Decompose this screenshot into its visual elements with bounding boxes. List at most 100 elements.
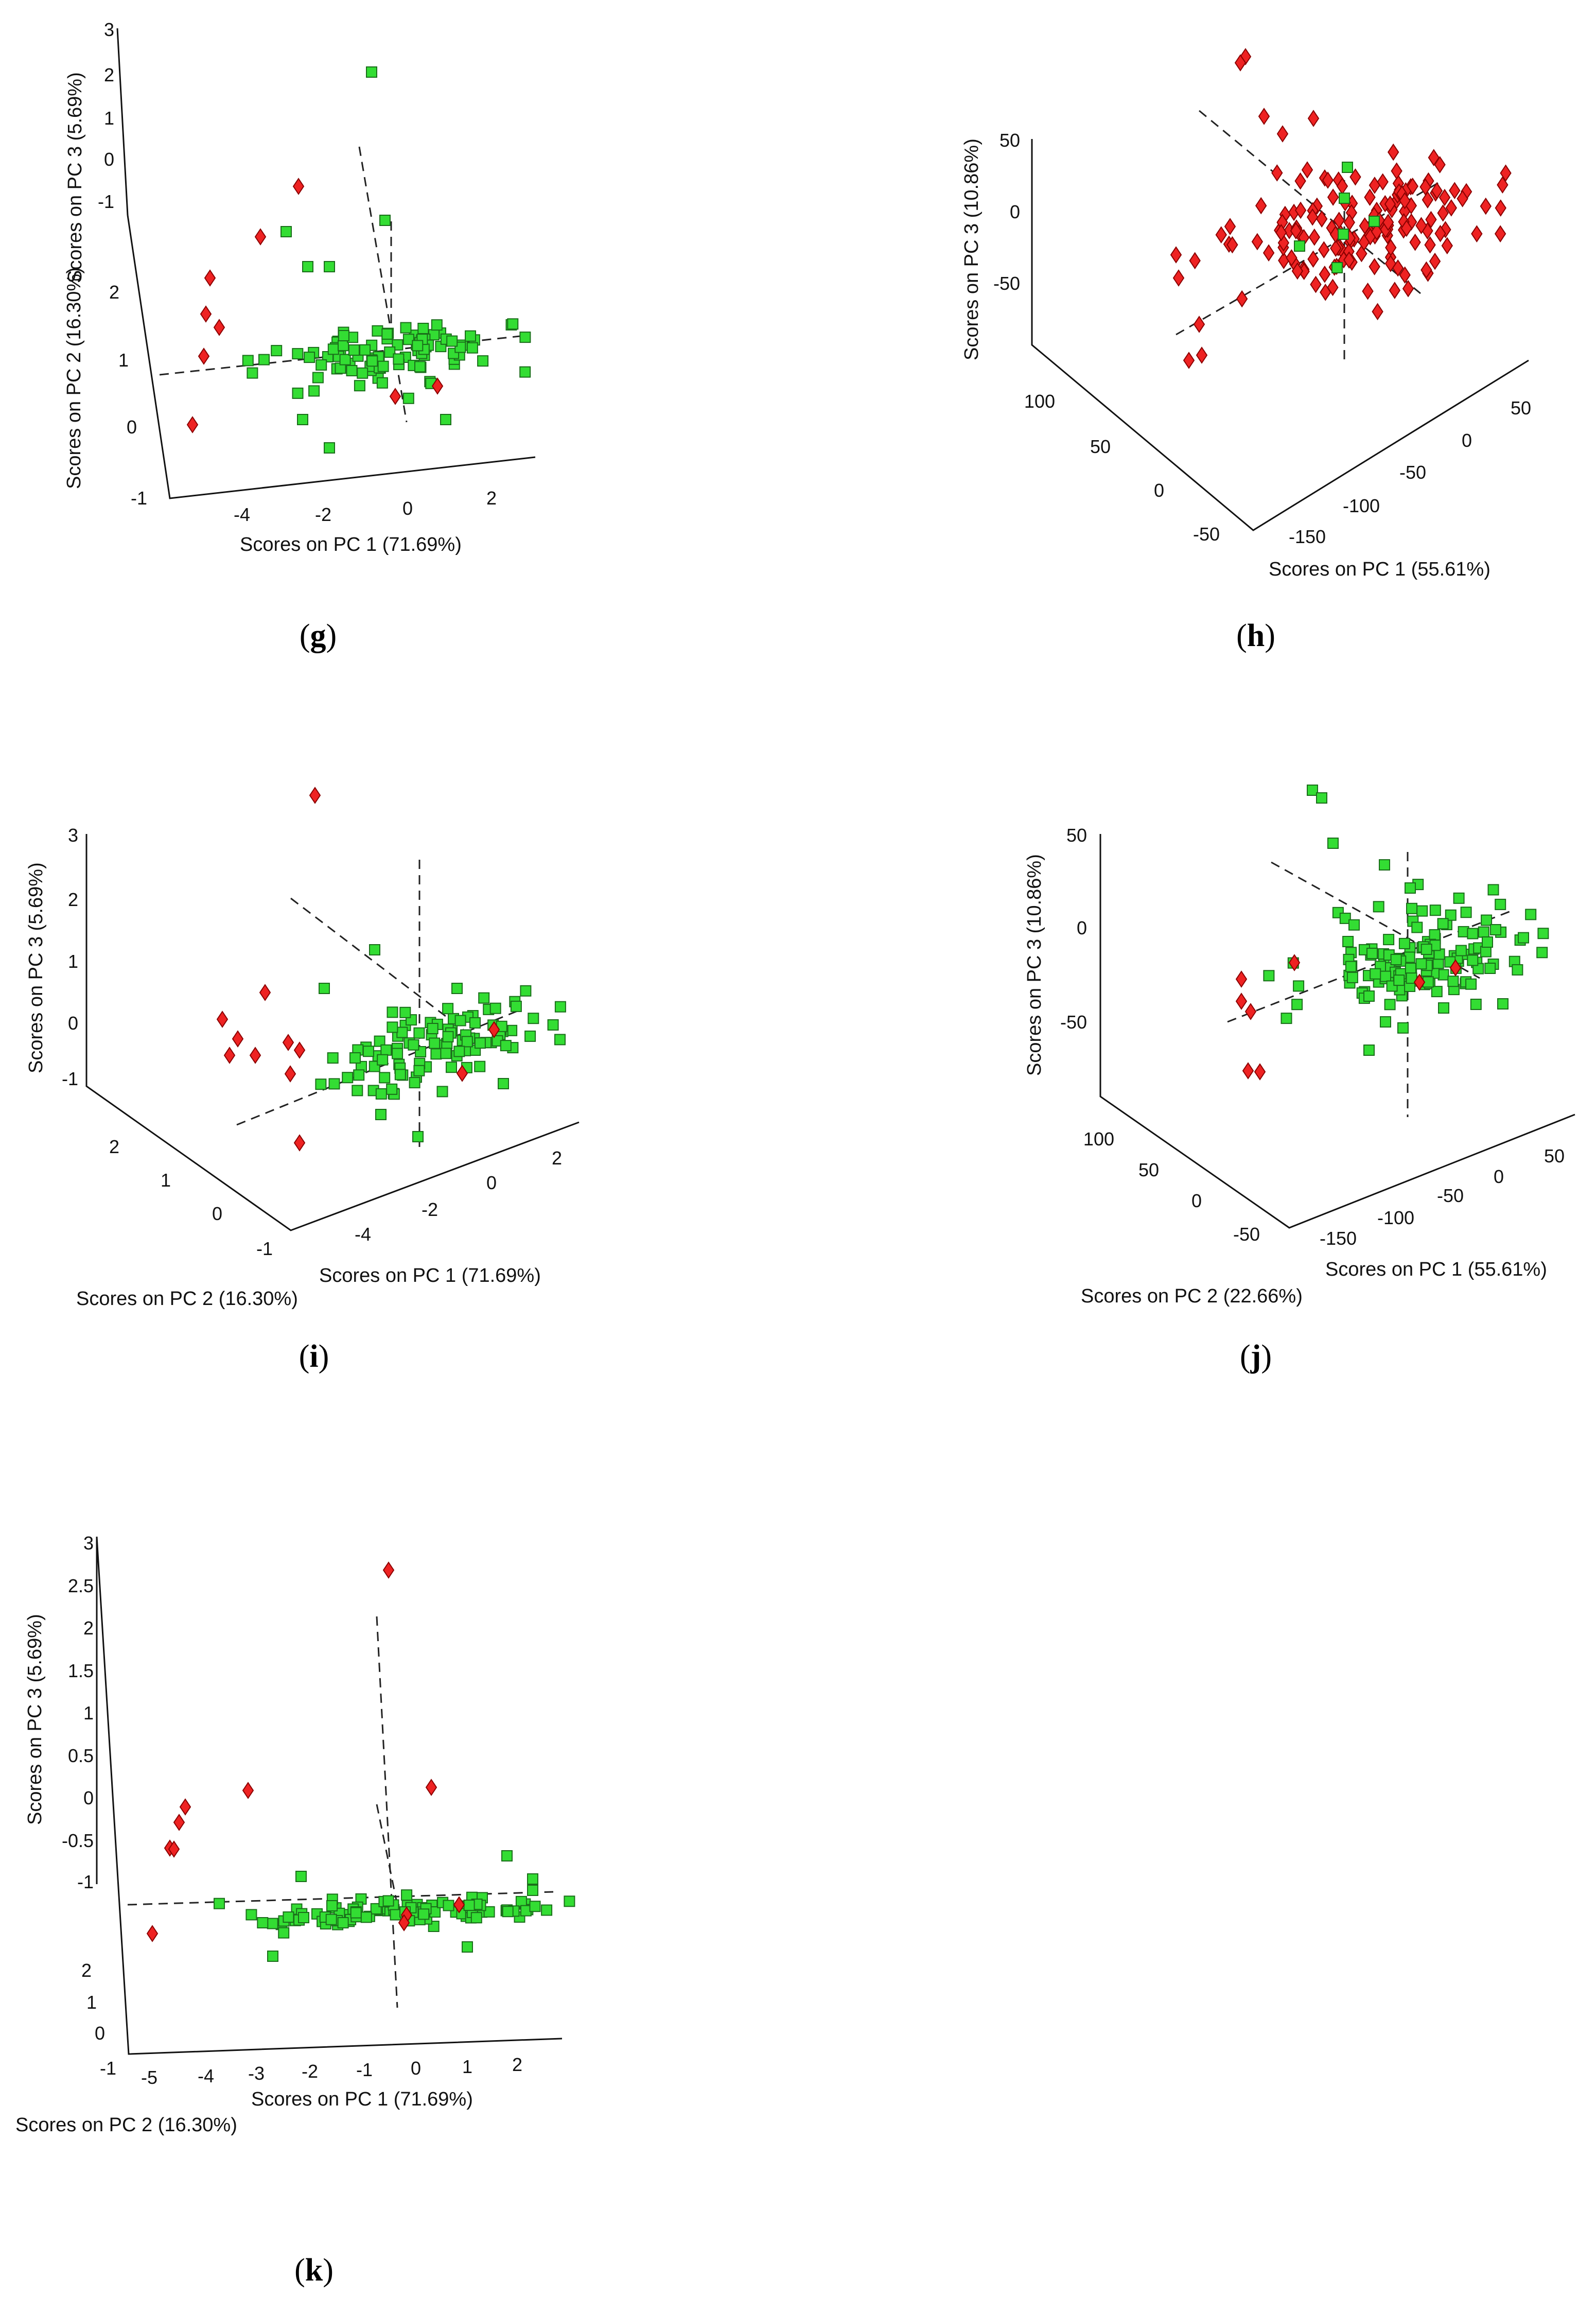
panel-g-green-point: [417, 323, 429, 334]
panel-k-x-tick: -4: [198, 2065, 214, 2086]
panel-h-red-point: [1415, 217, 1427, 234]
panel-g-green-point: [440, 414, 451, 425]
panel-k-x-tick: -5: [141, 2067, 157, 2088]
panel-h-red-point: [1343, 251, 1355, 269]
panel-h-y-tick: -50: [1193, 524, 1220, 545]
panel-h-red-point: [1258, 108, 1270, 125]
panel-i-z-tick: 3: [68, 825, 78, 846]
panel-h-red-point: [1445, 199, 1458, 217]
panel-i-green-point: [349, 1052, 361, 1064]
panel-k-label-close: ): [323, 2253, 334, 2288]
panel-k-z-tick: 0.5: [68, 1745, 94, 1766]
panel-j-green-point: [1482, 936, 1493, 948]
panel-k-dashed-axis-3: [376, 1804, 402, 1926]
panel-g-green-point: [348, 344, 360, 356]
panel-h-red-point: [1327, 188, 1339, 206]
panel-i-ylabel: Scores on PC 2 (16.30%): [76, 1288, 298, 1310]
panel-j-axis-frame: [1099, 834, 1575, 1229]
panel-i-green-point: [454, 1015, 466, 1026]
panel-g-green-point: [466, 342, 478, 354]
panel-k-z-tick: -1: [77, 1871, 94, 1892]
panel-g-green-point: [507, 318, 519, 330]
panel-h-red-point: [1290, 222, 1302, 240]
panel-k-green-point: [267, 1951, 278, 1962]
panel-h-red-point: [1236, 290, 1248, 308]
panel-h: 50 0 -50 100 50 0 -50 -150 -100 -50 0 50…: [961, 48, 1531, 653]
panel-j-green-point: [1263, 970, 1275, 982]
panel-g-z-tick: 2: [104, 64, 114, 85]
panel-g-green-point: [402, 334, 414, 345]
panel-h-red-point: [1286, 249, 1297, 267]
panel-h-z-tick: 50: [999, 130, 1020, 151]
panel-g-red-point: [431, 377, 444, 395]
panel-h-red-point: [1327, 279, 1339, 297]
panel-k-x-tick: -3: [248, 2063, 265, 2084]
panel-i-green-point: [510, 1000, 522, 1012]
panel-j-green-point: [1429, 929, 1441, 941]
panel-g-red-point: [198, 347, 210, 365]
panel-k-red-point: [168, 1840, 180, 1858]
panel-h-red-point: [1500, 164, 1512, 182]
panel-i-label-letter: i: [309, 1339, 318, 1374]
panel-g-green-point: [327, 343, 339, 355]
panel-h-axis-frame: [1031, 139, 1529, 531]
panel-j-y-tick: 50: [1138, 1159, 1159, 1180]
panel-g-z-tick: 1: [104, 108, 114, 129]
panel-g-axis-frame: [116, 28, 536, 499]
panel-g-z-tick: 0: [104, 149, 114, 170]
panel-h-red-point: [1343, 214, 1356, 231]
panel-j-green-point: [1447, 976, 1459, 987]
panel-k-z-tick: 3: [83, 1533, 94, 1554]
panel-i-green-point: [387, 1021, 398, 1033]
panel-k-z-tick: 2.5: [68, 1575, 94, 1596]
panel-i-red-point: [282, 1034, 294, 1051]
panel-i-green-point: [430, 1048, 442, 1060]
panel-j-green-point: [1489, 924, 1501, 935]
panel-k-green-point: [529, 1901, 541, 1912]
panel-g-green-point: [465, 330, 476, 342]
panel-i-green-point: [315, 1078, 327, 1090]
panel-j-green-point: [1281, 1013, 1292, 1024]
panel-h-red-point: [1399, 192, 1411, 210]
panel-j: 50 0 -50 100 50 0 -50 -150 -100 -50 0 50…: [1024, 785, 1575, 1374]
panel-h-red-point: [1382, 214, 1394, 231]
panel-h-red-point: [1183, 352, 1195, 369]
panel-k-label-open: (: [294, 2253, 305, 2288]
panel-k-x-tick: 1: [462, 2056, 472, 2077]
panel-i-green-point: [362, 1046, 374, 1057]
panel-g-x-tick: -2: [315, 504, 331, 525]
panel-h-red-point: [1384, 195, 1396, 213]
panel-i-y-tick: 1: [161, 1170, 171, 1191]
panel-j-green-point: [1380, 970, 1391, 982]
panel-h-red-point: [1308, 228, 1321, 246]
panel-k-green-point: [295, 1871, 307, 1882]
panel-j-green-point: [1390, 954, 1402, 965]
panel-g-green-point: [379, 215, 391, 226]
panel-h-red-point: [1316, 210, 1328, 228]
panel-h-red-point: [1215, 226, 1227, 243]
panel-g: 3 2 1 0 -1 2 1 0 -1 -4 -2 0 2 Scores on …: [63, 19, 536, 653]
panel-g-label: (g): [300, 618, 337, 653]
panel-k-green-point: [527, 1873, 538, 1885]
panel-k-green-point: [401, 1889, 413, 1901]
panel-i-green-point: [429, 1037, 441, 1049]
panel-i-green-point: [353, 1069, 365, 1081]
panel-i-x-tick: -4: [355, 1224, 371, 1245]
panel-j-dashed-axis-1: [1271, 861, 1480, 979]
panel-i-green-point: [474, 1060, 486, 1072]
panel-h-red-point: [1193, 316, 1205, 333]
panel-h-red-point: [1480, 197, 1492, 215]
panel-h-green-point: [1331, 262, 1343, 273]
panel-i-red-point: [456, 1065, 468, 1082]
panel-j-green-point: [1348, 919, 1360, 931]
panel-i-red-point: [293, 1134, 306, 1152]
panel-j-zlabel: Scores on PC 3 (10.86%): [1024, 854, 1045, 1076]
panel-j-green-point: [1393, 975, 1405, 986]
panel-i: 3 2 1 0 -1 2 1 0 -1 -4 -2 0 2 Scores on …: [25, 787, 580, 1374]
panel-j-green-point: [1327, 838, 1339, 849]
panel-j-ylabel: Scores on PC 2 (22.66%): [1081, 1285, 1303, 1307]
panel-j-green-point: [1346, 971, 1358, 983]
panel-j-green-point: [1453, 892, 1465, 904]
panel-h-label-open: (: [1236, 618, 1247, 653]
panel-h-red-point: [1434, 156, 1446, 173]
